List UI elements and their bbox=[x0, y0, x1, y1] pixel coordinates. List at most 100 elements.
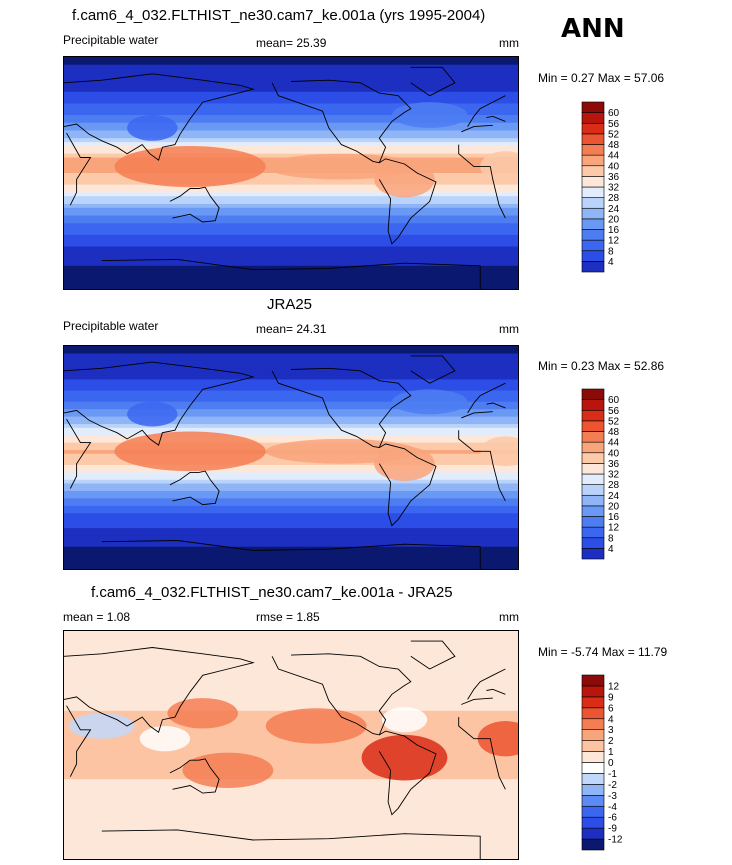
colorbar-box bbox=[581, 548, 605, 560]
map-band bbox=[64, 752, 518, 757]
map-band bbox=[64, 786, 518, 792]
colorbar-box bbox=[581, 718, 605, 730]
colorbar-box bbox=[581, 207, 605, 220]
map-band bbox=[64, 196, 518, 201]
map-band bbox=[64, 775, 518, 780]
map-band bbox=[64, 855, 518, 859]
map-field-feature bbox=[265, 438, 418, 464]
panel-2-map bbox=[63, 345, 519, 570]
colorbar-tick-label: 4 bbox=[608, 544, 614, 555]
map-band bbox=[64, 231, 518, 236]
map-band bbox=[64, 180, 518, 186]
colorbar-tick-label: 28 bbox=[608, 193, 620, 204]
map-field-feature bbox=[127, 401, 178, 427]
coastline bbox=[410, 355, 456, 384]
map-band bbox=[64, 528, 518, 533]
panel-3-title: f.cam6_4_032.FLTHIST_ne30.cam7_ke.001a -… bbox=[91, 584, 453, 601]
map-band bbox=[64, 357, 518, 362]
coastline bbox=[64, 647, 255, 734]
coastline bbox=[467, 95, 506, 127]
colorbar-box bbox=[581, 441, 605, 454]
map-band bbox=[64, 509, 518, 514]
map-band bbox=[64, 412, 518, 418]
colorbar-box bbox=[581, 420, 605, 432]
map-band bbox=[64, 524, 518, 529]
map-band bbox=[64, 760, 518, 765]
colorbar-box bbox=[581, 197, 605, 209]
colorbar-tick-label: -4 bbox=[608, 802, 617, 813]
colorbar-box bbox=[581, 218, 605, 230]
panel-3-mean-label: mean = 1.08 bbox=[63, 610, 131, 624]
map-band bbox=[64, 91, 518, 97]
map-band bbox=[64, 188, 518, 193]
colorbar-box bbox=[581, 186, 605, 198]
colorbar-tick-label: 60 bbox=[608, 395, 620, 406]
colorbar-tick-label: -12 bbox=[608, 835, 623, 846]
colorbar-tick-label: 20 bbox=[608, 214, 620, 225]
map-band bbox=[64, 688, 518, 693]
map-field-feature bbox=[114, 431, 266, 472]
colorbar-box bbox=[581, 795, 605, 807]
map-band bbox=[64, 498, 518, 503]
map-band bbox=[64, 634, 518, 640]
map-band bbox=[64, 824, 518, 830]
colorbar-tick-label: 3 bbox=[608, 725, 614, 736]
colorbar-box bbox=[581, 133, 605, 145]
map-band bbox=[64, 520, 518, 525]
colorbar-box bbox=[581, 516, 605, 528]
coastline bbox=[169, 758, 220, 794]
map-band bbox=[64, 353, 518, 358]
colorbar-box bbox=[581, 452, 605, 464]
coastline bbox=[461, 697, 493, 705]
colorbar-tick-label: -3 bbox=[608, 791, 617, 802]
map-band bbox=[64, 542, 518, 548]
colorbar-box bbox=[581, 827, 605, 840]
map-band bbox=[64, 57, 518, 62]
map-band bbox=[64, 851, 518, 856]
coastline bbox=[66, 132, 92, 206]
map-band bbox=[64, 122, 518, 128]
map-band bbox=[64, 840, 518, 845]
colorbar-tick-label: 52 bbox=[608, 129, 620, 140]
map-band bbox=[64, 375, 518, 381]
map-band bbox=[64, 843, 518, 849]
coastline bbox=[458, 717, 506, 790]
map-band bbox=[64, 832, 518, 837]
map-band bbox=[64, 756, 518, 761]
colorbar-tick-label: 44 bbox=[608, 151, 620, 162]
colorbar-box bbox=[581, 261, 605, 273]
colorbar-tick-label: -2 bbox=[608, 780, 617, 791]
map-band bbox=[64, 153, 518, 159]
map-band bbox=[64, 703, 518, 708]
map-band bbox=[64, 95, 518, 101]
map-band bbox=[64, 672, 518, 678]
map-field-feature bbox=[265, 708, 367, 744]
coastline bbox=[458, 144, 506, 219]
map-band bbox=[64, 203, 518, 209]
colorbar-tick-label: 56 bbox=[608, 406, 620, 417]
map-band bbox=[64, 695, 518, 700]
map-band bbox=[64, 557, 518, 563]
map-band bbox=[64, 561, 518, 566]
map-band bbox=[64, 435, 518, 440]
colorbar-tick-label: 52 bbox=[608, 416, 620, 427]
map-band bbox=[64, 349, 518, 355]
map-band bbox=[64, 72, 518, 77]
colorbar-box bbox=[581, 696, 605, 709]
map-band bbox=[64, 748, 518, 754]
colorbar-box bbox=[581, 762, 605, 774]
map-band bbox=[64, 513, 518, 518]
map-band bbox=[64, 828, 518, 833]
map-band bbox=[64, 234, 518, 240]
coastline bbox=[101, 258, 481, 289]
panel-3-units: mm bbox=[499, 610, 519, 624]
colorbar-box bbox=[581, 674, 605, 687]
coastline bbox=[271, 653, 412, 736]
map-band bbox=[64, 691, 518, 697]
map-band bbox=[64, 76, 518, 81]
colorbar-tick-label: 20 bbox=[608, 501, 620, 512]
colorbar-box bbox=[581, 473, 605, 485]
map-band bbox=[64, 505, 518, 511]
